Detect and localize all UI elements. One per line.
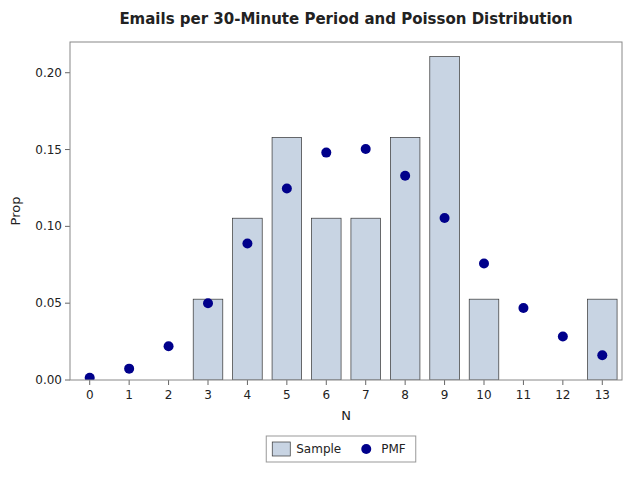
- x-tick: [129, 380, 130, 385]
- chart-container: Emails per 30-Minute Period and Poisson …: [0, 0, 640, 480]
- y-tick-label: 0.20: [35, 66, 62, 80]
- x-tick-label: 1: [125, 388, 133, 402]
- x-tick: [405, 380, 406, 385]
- bar: [272, 137, 302, 380]
- y-tick: [65, 380, 70, 381]
- plot-marks: [85, 57, 617, 380]
- x-tick: [444, 380, 445, 385]
- chart-title: Emails per 30-Minute Period and Poisson …: [119, 10, 572, 28]
- x-tick-label: 10: [476, 388, 491, 402]
- legend-frame: [266, 436, 416, 462]
- y-tick: [65, 149, 70, 150]
- x-tick: [562, 380, 563, 385]
- y-tick-label: 0.10: [35, 219, 62, 233]
- x-tick-label: 12: [555, 388, 570, 402]
- y-tick-label: 0.00: [35, 373, 62, 387]
- x-axis-label: N: [341, 408, 351, 423]
- legend-swatch: [361, 444, 371, 454]
- point: [479, 259, 489, 269]
- y-tick: [65, 226, 70, 227]
- point: [282, 183, 292, 193]
- x-tick-label: 11: [516, 388, 531, 402]
- x-tick-label: 2: [165, 388, 173, 402]
- x-tick-label: 9: [441, 388, 449, 402]
- point: [85, 373, 95, 380]
- x-axis: 012345678910111213: [86, 380, 610, 402]
- point: [203, 298, 213, 308]
- y-tick: [65, 72, 70, 73]
- x-tick-label: 8: [401, 388, 409, 402]
- y-axis-label: Prop: [8, 197, 23, 226]
- x-tick-label: 4: [244, 388, 252, 402]
- point: [597, 350, 607, 360]
- bar: [390, 137, 420, 380]
- x-tick-label: 6: [322, 388, 330, 402]
- x-tick: [247, 380, 248, 385]
- x-tick-label: 13: [595, 388, 610, 402]
- x-tick-label: 5: [283, 388, 291, 402]
- y-tick-label: 0.05: [35, 296, 62, 310]
- x-tick: [286, 380, 287, 385]
- plot-frame: [70, 42, 622, 380]
- x-tick: [208, 380, 209, 385]
- y-tick: [65, 303, 70, 304]
- chart-svg: Emails per 30-Minute Period and Poisson …: [0, 0, 640, 480]
- bar: [588, 299, 618, 380]
- bar: [430, 57, 460, 380]
- x-tick: [523, 380, 524, 385]
- x-tick-label: 3: [204, 388, 212, 402]
- x-tick: [168, 380, 169, 385]
- x-tick: [365, 380, 366, 385]
- point: [361, 144, 371, 154]
- bar: [469, 299, 499, 380]
- point: [124, 364, 134, 374]
- point: [440, 213, 450, 223]
- legend-swatch: [272, 442, 290, 456]
- bar: [193, 299, 223, 380]
- point: [321, 148, 331, 158]
- point: [518, 303, 528, 313]
- bar: [351, 218, 381, 380]
- x-tick: [484, 380, 485, 385]
- legend-label: PMF: [381, 442, 406, 456]
- point: [164, 341, 174, 351]
- legend-label: Sample: [296, 442, 341, 456]
- y-axis: 0.00 0.05 0.10 0.15 0.20: [35, 66, 70, 387]
- bar: [233, 218, 263, 380]
- bar: [312, 218, 342, 380]
- legend: Sample PMF: [266, 436, 416, 462]
- x-tick: [602, 380, 603, 385]
- x-tick-label: 0: [86, 388, 94, 402]
- y-tick-label: 0.15: [35, 143, 62, 157]
- x-tick: [89, 380, 90, 385]
- point: [242, 239, 252, 249]
- point: [558, 332, 568, 342]
- point: [400, 171, 410, 181]
- x-tick: [326, 380, 327, 385]
- x-tick-label: 7: [362, 388, 370, 402]
